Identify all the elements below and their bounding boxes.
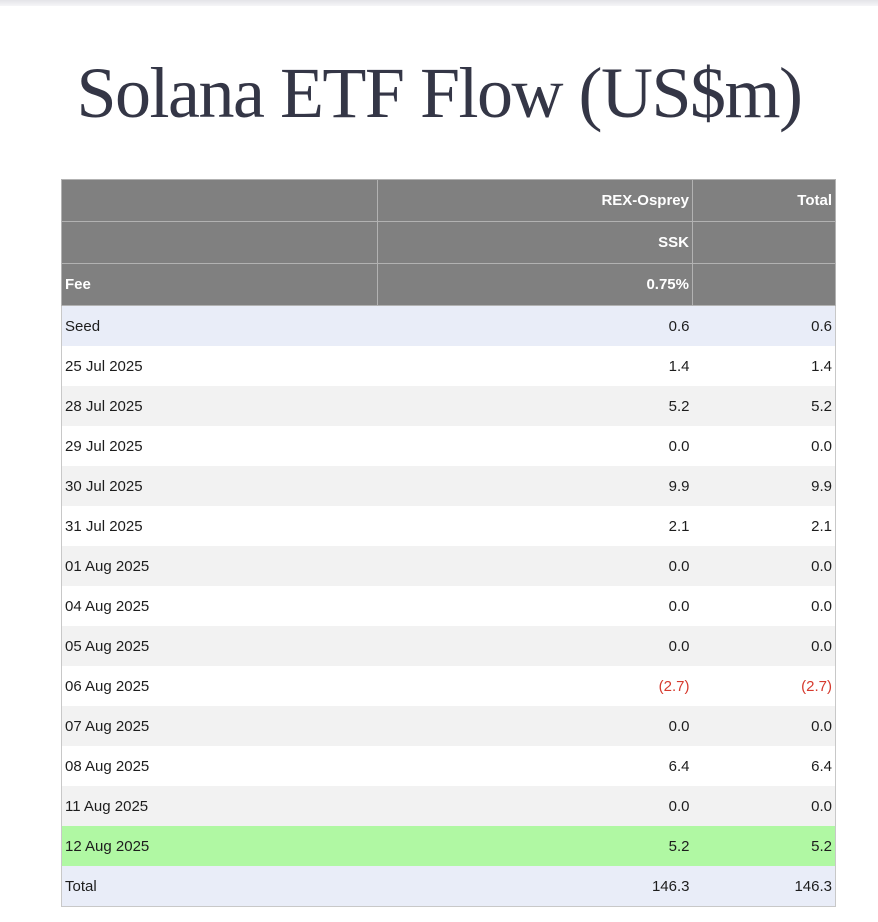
- row-total-flow: 0.0: [692, 546, 836, 586]
- row-total-flow: 5.2: [692, 386, 836, 426]
- row-ssk-flow: 0.6: [668, 317, 690, 335]
- top-bar: [0, 0, 878, 6]
- table-row: 05 Aug 2025 0.0 0.0: [61, 626, 836, 666]
- header-fund-name: REX-Osprey: [377, 179, 693, 222]
- row-total-flow: 5.2: [692, 826, 836, 866]
- table-row: 30 Jul 2025 9.9 9.9: [61, 466, 836, 506]
- row-ssk-flow: 0.0: [668, 437, 690, 455]
- row-ssk-flow: 0.0: [668, 797, 690, 815]
- row-total-flow: 0.0: [692, 706, 836, 746]
- row-ssk-flow: 1.4: [668, 357, 690, 375]
- row-ssk-flow: 9.9: [668, 477, 690, 495]
- row-date: 01 Aug 2025: [61, 546, 378, 586]
- etf-flow-table: REX-Osprey Total SSK Fee 0.75% Seed 0.6 0.…: [61, 179, 836, 907]
- table-row: Seed 0.6 0.6: [61, 305, 836, 346]
- row-date: Seed: [61, 305, 378, 346]
- table-row: 31 Jul 2025 2.1 2.1: [61, 506, 836, 546]
- row-ssk-flow: 0.0: [668, 717, 690, 735]
- header-total: Total: [692, 179, 836, 222]
- row-ssk-flow: (2.7): [658, 677, 690, 695]
- header-ticker: SSK: [377, 221, 693, 264]
- row-ssk-flow: 5.2: [668, 837, 690, 855]
- table-row: 04 Aug 2025 0.0 0.0: [61, 586, 836, 626]
- table-row: 28 Jul 2025 5.2 5.2: [61, 386, 836, 426]
- row-date: 11 Aug 2025: [61, 786, 378, 826]
- row-ssk-flow: 146.3: [377, 866, 693, 907]
- row-total-flow: 0.0: [692, 626, 836, 666]
- header-row-fund: REX-Osprey Total: [61, 179, 836, 222]
- row-date: 30 Jul 2025: [61, 466, 378, 506]
- row-total-flow: 0.0: [692, 426, 836, 466]
- row-date: 28 Jul 2025: [61, 386, 378, 426]
- row-date: 29 Jul 2025: [61, 426, 378, 466]
- row-date: 04 Aug 2025: [61, 586, 378, 626]
- row-total-flow: 2.1: [692, 506, 836, 546]
- table-row: 08 Aug 2025 6.4 6.4: [61, 746, 836, 786]
- row-ssk-flow: 2.1: [668, 517, 690, 535]
- row-total-flow: 0.0: [692, 586, 836, 626]
- table-row: 29 Jul 2025 0.0 0.0: [61, 426, 836, 466]
- header-cell: [692, 263, 836, 306]
- table-row: 11 Aug 2025 0.0 0.0: [61, 786, 836, 826]
- header-fee-label: Fee: [61, 263, 378, 306]
- row-date: 25 Jul 2025: [61, 346, 378, 386]
- row-total-flow: 146.3: [692, 866, 836, 907]
- row-date: 05 Aug 2025: [61, 626, 378, 666]
- header-row-ticker: SSK: [61, 221, 836, 264]
- table-row: 12 Aug 2025 5.2 5.2: [61, 826, 836, 866]
- row-total-flow: 0.0: [692, 786, 836, 826]
- row-total-flow: (2.7): [692, 666, 836, 706]
- row-ssk-flow: 0.0: [668, 637, 690, 655]
- row-date: Total: [61, 866, 378, 907]
- page-title: Solana ETF Flow (US$m): [76, 53, 803, 133]
- row-ssk-flow: 5.2: [668, 397, 690, 415]
- row-total-flow: 9.9: [692, 466, 836, 506]
- table-row: 07 Aug 2025 0.0 0.0: [61, 706, 836, 746]
- header-row-fee: Fee 0.75%: [61, 263, 836, 306]
- row-date: 06 Aug 2025: [61, 666, 378, 706]
- header-cell: [692, 221, 836, 264]
- row-ssk-flow: 0.0: [668, 597, 690, 615]
- row-ssk-flow: 6.4: [668, 757, 690, 775]
- table-row: Total 146.3 146.3: [61, 866, 836, 907]
- row-date: 31 Jul 2025: [61, 506, 378, 546]
- table-row: 01 Aug 2025 0.0 0.0: [61, 546, 836, 586]
- row-date: 12 Aug 2025: [61, 826, 378, 866]
- header-cell: [61, 221, 378, 264]
- table-row: 06 Aug 2025 (2.7) (2.7): [61, 666, 836, 706]
- header-fee-value: 0.75%: [377, 263, 693, 306]
- row-date: 07 Aug 2025: [61, 706, 378, 746]
- row-date: 08 Aug 2025: [61, 746, 378, 786]
- row-ssk-flow: 0.0: [668, 557, 690, 575]
- header-cell: [61, 179, 378, 222]
- table-row: 25 Jul 2025 1.4 1.4: [61, 346, 836, 386]
- row-total-flow: 6.4: [692, 746, 836, 786]
- row-total-flow: 0.6: [692, 305, 836, 346]
- table-body: Seed 0.6 0.6 25 Jul 2025 1.4 1.4 28 Jul 2025 5.…: [61, 305, 836, 907]
- row-total-flow: 1.4: [692, 346, 836, 386]
